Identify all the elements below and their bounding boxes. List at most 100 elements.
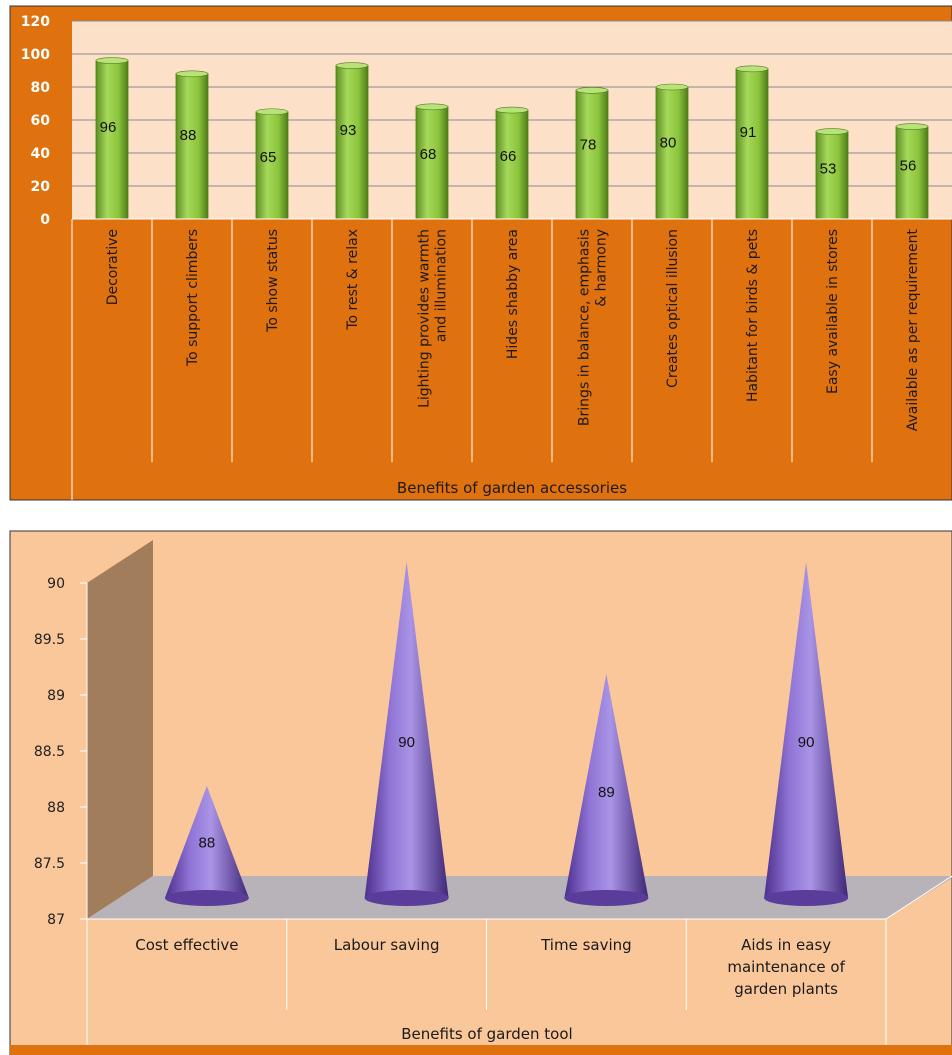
data-label: 80 [660,134,677,151]
chart1-bars: 96 88 65 93 68 66 78 80 91 53 56 [95,57,929,220]
chart2-y-axis: 87 87.5 88 88.5 89 89.5 90 [34,576,88,928]
bar-top [575,87,609,94]
y-tick-label: 20 [31,179,51,195]
x-tick-label: Creates optical illusion [665,229,681,388]
x-tick-label: Brings in balance, emphasis & harmony [577,229,610,426]
data-label: 53 [820,160,837,177]
bar-top [655,83,689,91]
y-tick-label: 40 [31,146,51,162]
x-tick-label-line: Brings in balance, emphasis [577,229,593,426]
bar-top [415,103,449,111]
bar-top [895,123,929,130]
x-tick-label-line: Creates optical illusion [665,229,681,388]
chart2-bottom-strip [10,1045,952,1055]
x-tick-label-line: Habitant for birds & pets [745,229,761,402]
cone [164,786,249,898]
y-tick-label: 88.5 [34,744,65,760]
cone-base [764,890,849,906]
data-label: 88 [199,835,216,852]
y-tick-label: 89.5 [34,632,65,648]
x-tick-label: Easy available in stores [825,229,841,394]
chart1-y-axis: 0 20 40 60 80 100 120 [21,14,50,228]
x-tick-label: Aids in easy [741,936,831,954]
y-tick-label: 90 [47,576,65,592]
x-tick-label: Labour saving [334,936,440,954]
x-tick-label: To support climbers [185,229,201,367]
bar [175,73,209,220]
data-label: 68 [420,146,437,163]
x-tick-label: Cost effective [135,936,238,954]
chart2-floor [87,876,952,919]
x-tick-label: maintenance of [727,958,845,976]
data-label: 56 [900,157,917,174]
bar [655,86,689,220]
x-tick-label-line: & harmony [594,229,610,307]
x-tick-label-line: and illumination [434,229,450,342]
x-tick-label-line: Hides shabby area [505,229,521,359]
bar [95,60,129,220]
bar [895,126,929,220]
data-label: 91 [740,124,757,141]
chart2-cones: 88 90 89 90 [164,562,849,906]
chart2-x-axis: Cost effective Labour saving Time saving Ai… [86,919,887,1045]
x-tick-label-line: Lighting provides warmth [417,229,433,408]
bar-top [95,57,129,64]
y-tick-label: 87.5 [34,856,65,872]
x-tick-label: Decorative [105,229,121,305]
y-tick-label: 120 [21,14,50,30]
chart1-x-axis: Decorative To support climbers To show sta… [72,218,952,462]
bar-top [495,106,529,114]
cone-base [364,890,449,906]
bar [735,68,769,220]
data-label: 78 [580,136,597,153]
y-tick-label: 80 [31,80,51,96]
cone [564,674,649,898]
y-tick-label: 88 [47,800,65,816]
data-label: 90 [398,734,415,751]
cone-base [164,890,249,906]
data-label: 88 [180,127,197,144]
cone-base [564,890,649,906]
data-label: 96 [100,119,117,136]
bar-top [335,62,369,69]
y-tick-label: 100 [21,47,50,63]
bar [335,65,369,220]
data-label: 90 [798,734,815,751]
data-label: 89 [598,784,615,801]
bar-top [735,65,769,73]
y-tick-label: 89 [47,688,65,704]
bar-top [815,128,849,135]
x-tick-label-line: Easy available in stores [825,229,841,394]
bar [255,111,289,220]
bar [575,89,609,220]
x-tick-label: To rest & relax [345,229,361,331]
bar-top [255,108,289,116]
x-tick-label-line: Available as per requirement [905,228,921,431]
x-tick-label-line: Decorative [105,229,121,305]
x-tick-label: Hides shabby area [505,229,521,359]
x-tick-label: Lighting provides warmth and illumination [417,229,450,408]
chart1-x-axis-title: Benefits of garden accessories [397,479,627,497]
x-tick-label: Habitant for birds & pets [745,229,761,402]
x-tick-label: garden plants [734,980,838,998]
chart2-x-axis-title: Benefits of garden tool [401,1025,572,1043]
x-tick-label: Time saving [540,936,632,954]
bar-top [175,70,209,78]
y-tick-label: 0 [40,212,50,228]
chart2-floor-edge-right [885,875,952,920]
x-tick-label-line: To rest & relax [345,229,361,331]
x-tick-label: Available as per requirement [905,228,921,431]
cone [764,562,849,898]
data-label: 65 [260,149,277,166]
data-label: 93 [340,122,357,139]
chart2-back-wall [87,540,153,919]
cone [364,562,449,898]
x-tick-label-line: To support climbers [185,229,201,367]
data-label: 66 [500,148,517,165]
y-tick-label: 87 [47,912,65,928]
x-tick-label-line: To show status [265,229,281,333]
bar [495,109,529,220]
y-tick-label: 60 [31,113,51,129]
x-tick-label: To show status [265,229,281,333]
